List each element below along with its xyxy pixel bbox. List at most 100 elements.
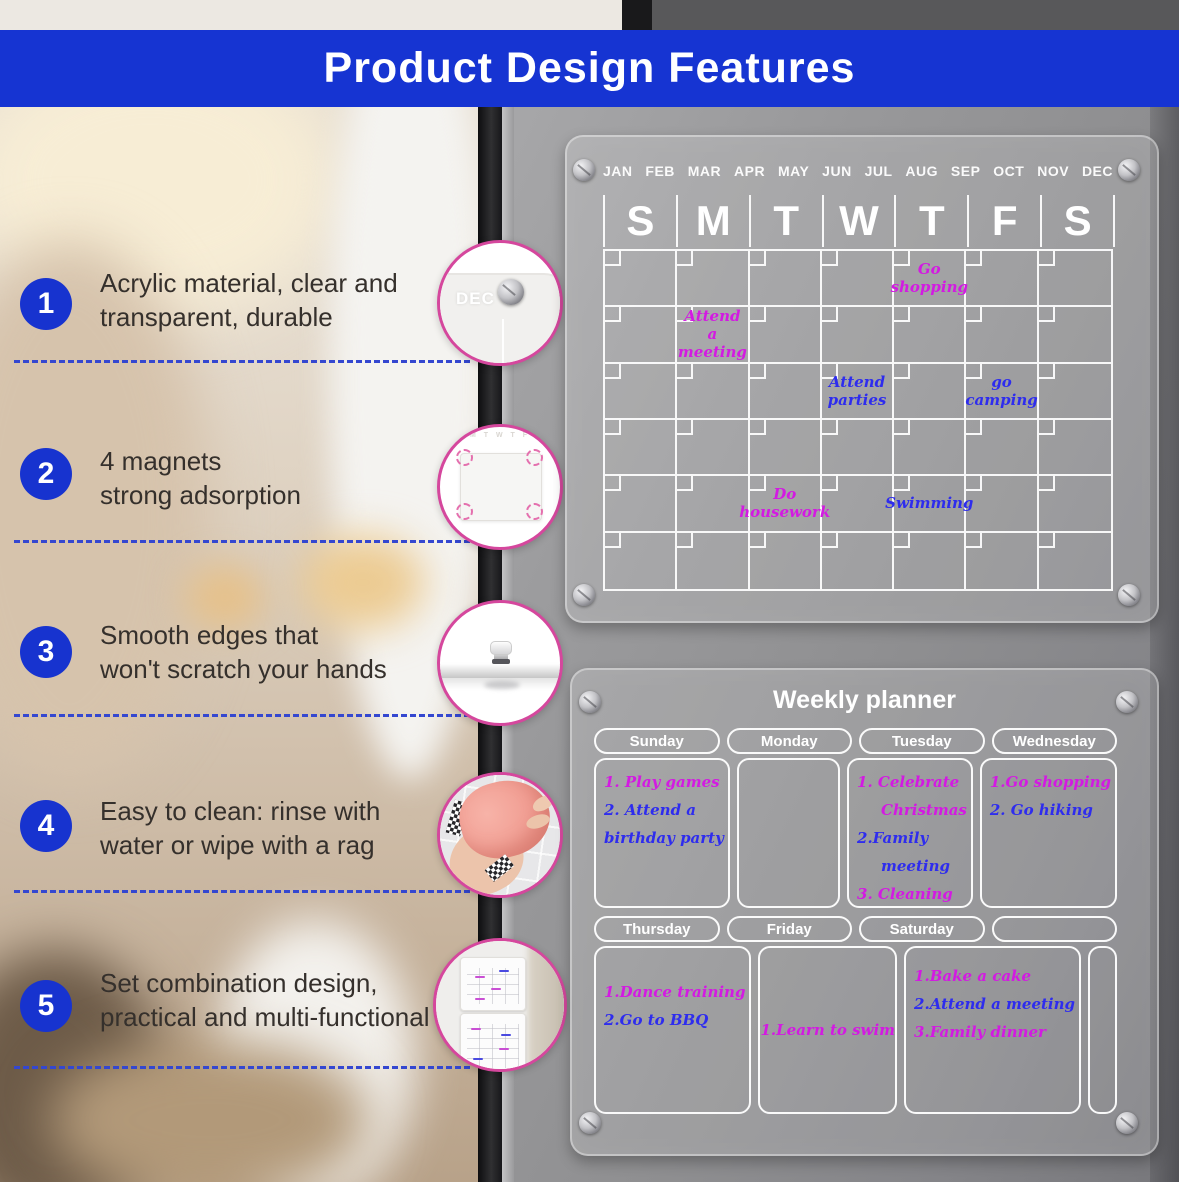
calendar-cell [605, 476, 678, 533]
calendar-cell [605, 532, 678, 589]
four-corner-magnets-icon: S M T W T F S [437, 424, 563, 550]
calendar-cell: Swimming [885, 476, 974, 533]
magnet-screw [1116, 691, 1138, 713]
feature-number-badge: 4 [20, 800, 72, 852]
calendar-cell [605, 307, 678, 364]
calendar-cell [677, 476, 750, 533]
calendar-cell [1038, 251, 1111, 308]
weekday-pill-monday: Monday [726, 728, 852, 754]
calendar-cell: Attend parties [821, 363, 895, 420]
weekly-planner-title: Weekly planner [773, 686, 956, 714]
magnet-screw [579, 691, 601, 713]
calendar-cell [605, 419, 678, 477]
calendar-cell [1038, 363, 1111, 420]
handwritten-entry: Christmas [881, 801, 967, 819]
weekly-cells-row-2: 1.Dance training 2.Go to BBQ 1.Learn to sw… [594, 946, 1117, 1114]
calendar-cell [894, 532, 967, 589]
months-row: JAN FEB MAR APR MAY JUN JUL AUG SEP OCT NOV DEC [603, 163, 1113, 179]
acrylic-corner-icon: DEC [437, 240, 563, 366]
weekday-pills-row-2: Thursday Friday Saturday [594, 916, 1117, 942]
feature-number-badge: 1 [20, 278, 72, 330]
dashed-divider [14, 890, 470, 893]
calendar-cell [605, 251, 678, 308]
calendar-cell [966, 419, 1039, 477]
weekday-letter: W [821, 195, 895, 247]
month-label: FEB [645, 163, 675, 179]
magnet-screw [1118, 159, 1140, 181]
dashed-divider [14, 714, 470, 717]
handwritten-entry: 2. Attend a [604, 801, 696, 819]
calendar-cell [966, 476, 1039, 533]
handwritten-entry: 2.Go to BBQ [604, 1011, 709, 1029]
handwritten-note: Do housework [739, 485, 831, 522]
top-sliver-fridge [652, 0, 1179, 32]
calendar-cell [749, 307, 822, 364]
handwritten-note: Attend a meeting [677, 307, 747, 362]
handwritten-entry: 3.Family dinner [914, 1023, 1046, 1041]
month-label: JUL [864, 163, 893, 179]
weekday-letter: M [675, 195, 749, 247]
weekday-letter: S [603, 195, 676, 247]
handwritten-entry: 1.Learn to swim [760, 1021, 896, 1039]
handwritten-note: Swimming [885, 494, 974, 513]
calendar-cell: Go shopping [890, 251, 968, 308]
planner-cell-friday: 1.Learn to swim [758, 946, 898, 1114]
magnet-screw [1118, 584, 1140, 606]
calendar-cell: Attend a meeting [677, 307, 750, 364]
weekday-pill-wednesday: Wednesday [991, 728, 1117, 754]
calendar-cell [677, 251, 750, 308]
planner-cell-wednesday: 1.Go shopping 2. Go hiking [979, 758, 1117, 908]
calendar-cell [749, 363, 822, 420]
feature-text: Acrylic material, clear and transparent, … [100, 268, 398, 332]
calendar-cell [966, 532, 1039, 589]
weekly-planner-board: Weekly planner Sunday Monday Tuesday Wednes… [570, 668, 1159, 1156]
top-sliver-fridge-edge [622, 0, 652, 32]
dashed-divider [14, 360, 470, 363]
weekday-letter: F [967, 195, 1040, 247]
calendar-cell [605, 363, 678, 420]
weekly-cells-row-1: 1. Play games 2. Attend a birthday party 1.… [594, 758, 1117, 908]
header-band: Product Design Features [0, 30, 1179, 107]
feature-number-badge: 2 [20, 448, 72, 500]
feature-text: Set combination design, practical and mul… [100, 968, 430, 1032]
dashed-divider [14, 1066, 470, 1069]
calendar-cell [894, 307, 967, 364]
planner-cell-saturday: 1.Bake a cake 2.Attend a meeting 3.Family … [904, 946, 1082, 1114]
calendar-cell [1038, 419, 1111, 477]
two-board-set-icon [433, 938, 567, 1072]
calendar-cell [966, 307, 1039, 364]
calendar-cell [749, 532, 822, 589]
feature-number-badge: 5 [20, 980, 72, 1032]
month-label: MAR [687, 163, 722, 179]
handwritten-entry: 2.Family [857, 829, 929, 847]
weekday-letter: T [748, 195, 822, 247]
weekday-pill-friday: Friday [726, 916, 852, 942]
planner-cell-sunday: 1. Play games 2. Attend a birthday party [594, 758, 730, 908]
weekday-letter: T [894, 195, 967, 247]
month-label: DEC [1081, 163, 1113, 179]
cleaning-rag-icon [437, 772, 563, 898]
handwritten-note: Attend parties [827, 372, 887, 409]
month-label: JUN [822, 163, 852, 179]
month-label: SEP [950, 163, 981, 179]
handwritten-note: Go shopping [890, 260, 968, 297]
smooth-edge-standoff-icon [437, 600, 563, 726]
weekday-pill-sunday: Sunday [594, 728, 720, 754]
calendar-cell [894, 363, 967, 420]
handwritten-entry: 2.Attend a meeting [914, 995, 1076, 1013]
month-label: OCT [993, 163, 1025, 179]
planner-cell-tuesday: 1. Celebrate Christmas 2.Family meeting 3. C… [847, 758, 973, 908]
month-label: APR [734, 163, 766, 179]
handwritten-entry: meeting [881, 857, 950, 875]
magnet-screw [573, 159, 595, 181]
magnet-screw [573, 584, 595, 606]
handwritten-note: go camping [965, 372, 1038, 409]
calendar-cell [1038, 307, 1111, 364]
fridge-door [514, 30, 1179, 1182]
weekday-pill-thursday: Thursday [594, 916, 720, 942]
handwritten-entry: birthday party [604, 829, 724, 847]
feature-text: Smooth edges that won't scratch your hand… [100, 620, 387, 684]
calendar-cell [821, 307, 895, 364]
feature-text: Easy to clean: rinse with water or wipe w… [100, 796, 381, 860]
page-title: Product Design Features [323, 44, 856, 92]
